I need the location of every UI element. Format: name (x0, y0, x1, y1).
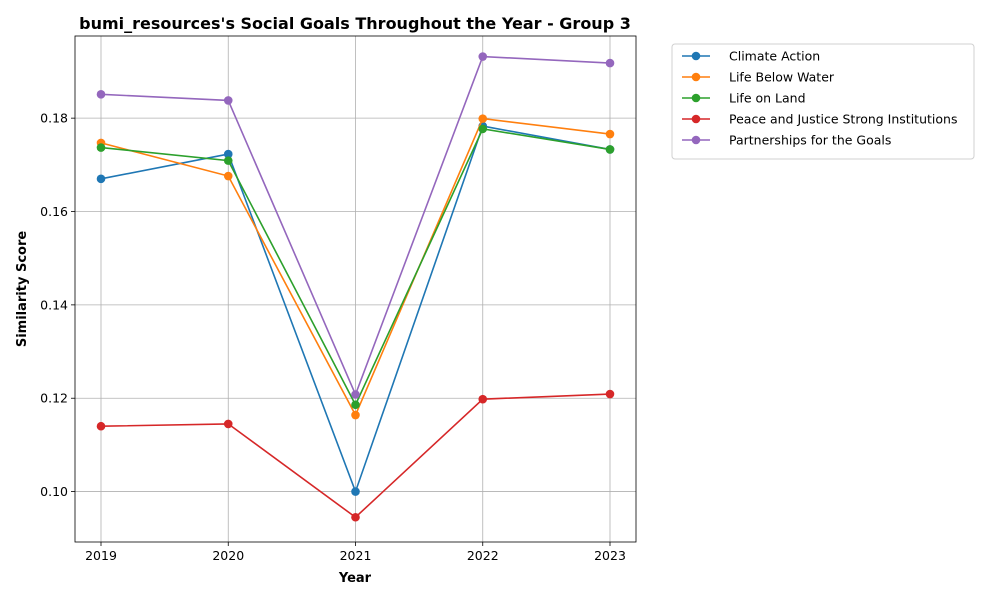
y-tick-label: 0.10 (40, 484, 68, 499)
y-tick-label: 0.16 (40, 204, 68, 219)
data-point (351, 512, 360, 522)
x-tick-label: 2023 (594, 548, 626, 563)
data-point (223, 156, 233, 165)
x-tick-label: 2022 (467, 548, 499, 563)
data-point (478, 124, 488, 134)
data-point (223, 149, 233, 159)
legend-item: Climate Action (682, 49, 820, 64)
legend-marker (691, 72, 701, 82)
legend-label: Partnerships for the Goals (729, 133, 891, 148)
data-point (96, 143, 106, 152)
y-axis-label: Similarity Score (15, 231, 30, 348)
series-4 (96, 52, 615, 399)
data-point (351, 410, 360, 420)
series-3 (96, 389, 615, 522)
legend-marker (691, 51, 701, 61)
data-point (96, 174, 106, 184)
y-tick-label: 0.14 (40, 297, 68, 312)
legend-item: Life on Land (682, 91, 806, 106)
legend-box (671, 43, 975, 160)
legend-label: Life on Land (729, 91, 806, 106)
legend-label: Climate Action (729, 49, 820, 64)
x-tick-label: 2021 (340, 548, 372, 563)
data-point (223, 96, 233, 105)
legend-marker (691, 114, 701, 124)
series-layer (96, 52, 615, 522)
legend-item: Peace and Justice Strong Institutions (682, 112, 957, 127)
data-point (96, 90, 106, 99)
data-point (478, 394, 488, 404)
data-point (605, 58, 615, 68)
legend-item: Partnerships for the Goals (682, 133, 891, 148)
x-tick-label: 2020 (212, 548, 244, 563)
y-tick-label: 0.18 (40, 111, 68, 126)
data-point (478, 114, 488, 123)
x-axis-label: Year (338, 571, 372, 586)
legend-label: Life Below Water (729, 70, 835, 85)
legend-marker (691, 135, 701, 145)
data-point (351, 390, 360, 399)
x-tick-label: 2019 (85, 548, 117, 563)
legend: Climate Action Life Below Water Life on La… (671, 43, 975, 160)
data-point (351, 487, 360, 496)
data-point (478, 52, 488, 61)
grid-layer (75, 36, 636, 542)
y-tick-label: 0.12 (40, 391, 68, 406)
data-point (351, 400, 360, 410)
data-point (605, 129, 615, 139)
tick-layer: 2019 2020 2021 2022 2023 0.10 0.12 0.14 0.16 0.18 (40, 111, 626, 563)
legend-label: Peace and Justice Strong Institutions (729, 112, 957, 127)
legend-marker (691, 93, 701, 103)
data-point (605, 145, 615, 154)
data-point (605, 389, 615, 399)
chart-title: bumi_resources's Social Goals Throughout… (79, 14, 631, 33)
legend-item: Life Below Water (682, 70, 835, 85)
data-point (96, 421, 106, 431)
data-point (223, 419, 233, 429)
series-2 (96, 124, 615, 410)
data-point (223, 171, 233, 181)
